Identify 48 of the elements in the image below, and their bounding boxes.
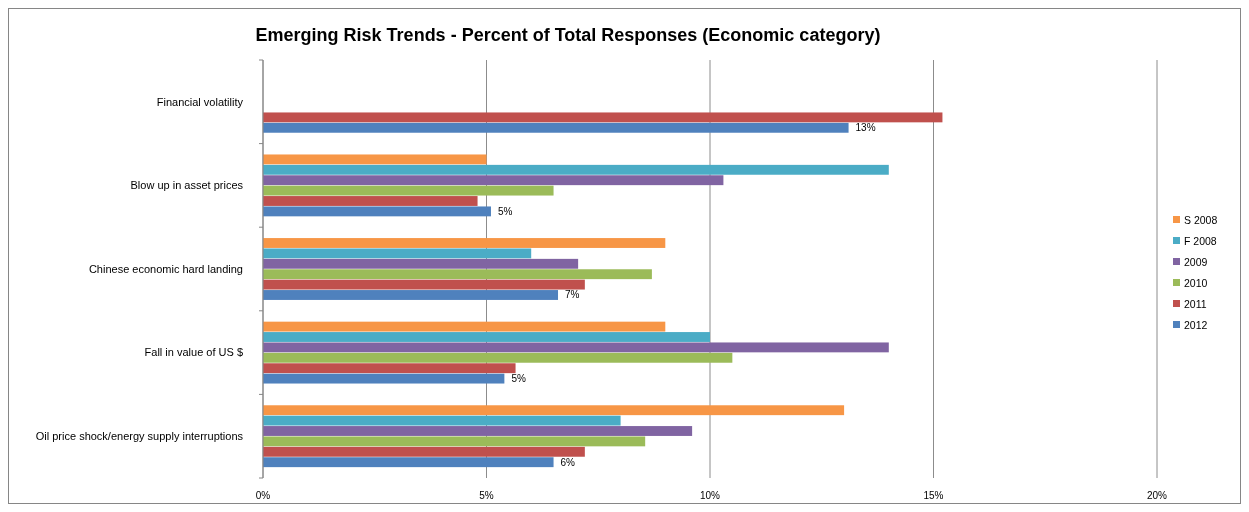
bar [263,185,554,196]
bar [263,405,845,416]
legend-label: F 2008 [1184,234,1217,247]
y-tick-label: Chinese economic hard landing [88,262,243,275]
data-label: 7% [565,289,580,301]
bar [263,164,889,175]
bar [263,238,666,248]
bar [263,436,646,447]
bar [263,154,487,165]
bar [263,426,693,436]
x-tick-label: 5% [479,490,494,501]
x-tick-label: 15% [923,490,944,501]
data-label: 5% [511,373,526,385]
bar [263,415,621,426]
y-tick-label: Blow up in asset prices [130,179,244,192]
bar [263,206,491,217]
y-tick-label: Financial volatility [156,95,244,108]
bar [263,269,652,280]
legend-label: 2010 [1184,276,1208,289]
x-tick-label: 0% [255,490,271,501]
y-tick-label: Oil price shock/energy supply interruptions [35,430,244,443]
y-tick-label: Fall in value of US $ [144,346,243,359]
bar [263,196,478,206]
data-label: 5% [497,205,513,217]
bar [263,175,724,186]
data-label: 6% [560,456,576,468]
bar [263,446,585,457]
bar [263,279,585,290]
bar [263,112,943,123]
bar [263,332,710,342]
bar [263,352,733,363]
legend-label: 2012 [1184,318,1208,331]
bar [263,258,579,269]
x-tick-label: 10% [699,490,721,501]
legend-label: S 2008 [1184,213,1218,226]
bar [263,373,505,384]
bar [263,290,559,300]
bar [263,248,532,259]
bar [263,342,889,353]
data-label: 13% [855,122,876,134]
legend-label: 2011 [1184,297,1207,310]
bar [263,122,849,133]
x-tick-label: 20% [1146,490,1168,501]
legend-label: 2009 [1184,255,1208,268]
chart-title: Emerging Risk Trends - Percent of Total Responses (Economic category) [255,25,881,45]
bar [263,457,554,468]
bar [263,363,516,374]
bar [263,321,666,332]
